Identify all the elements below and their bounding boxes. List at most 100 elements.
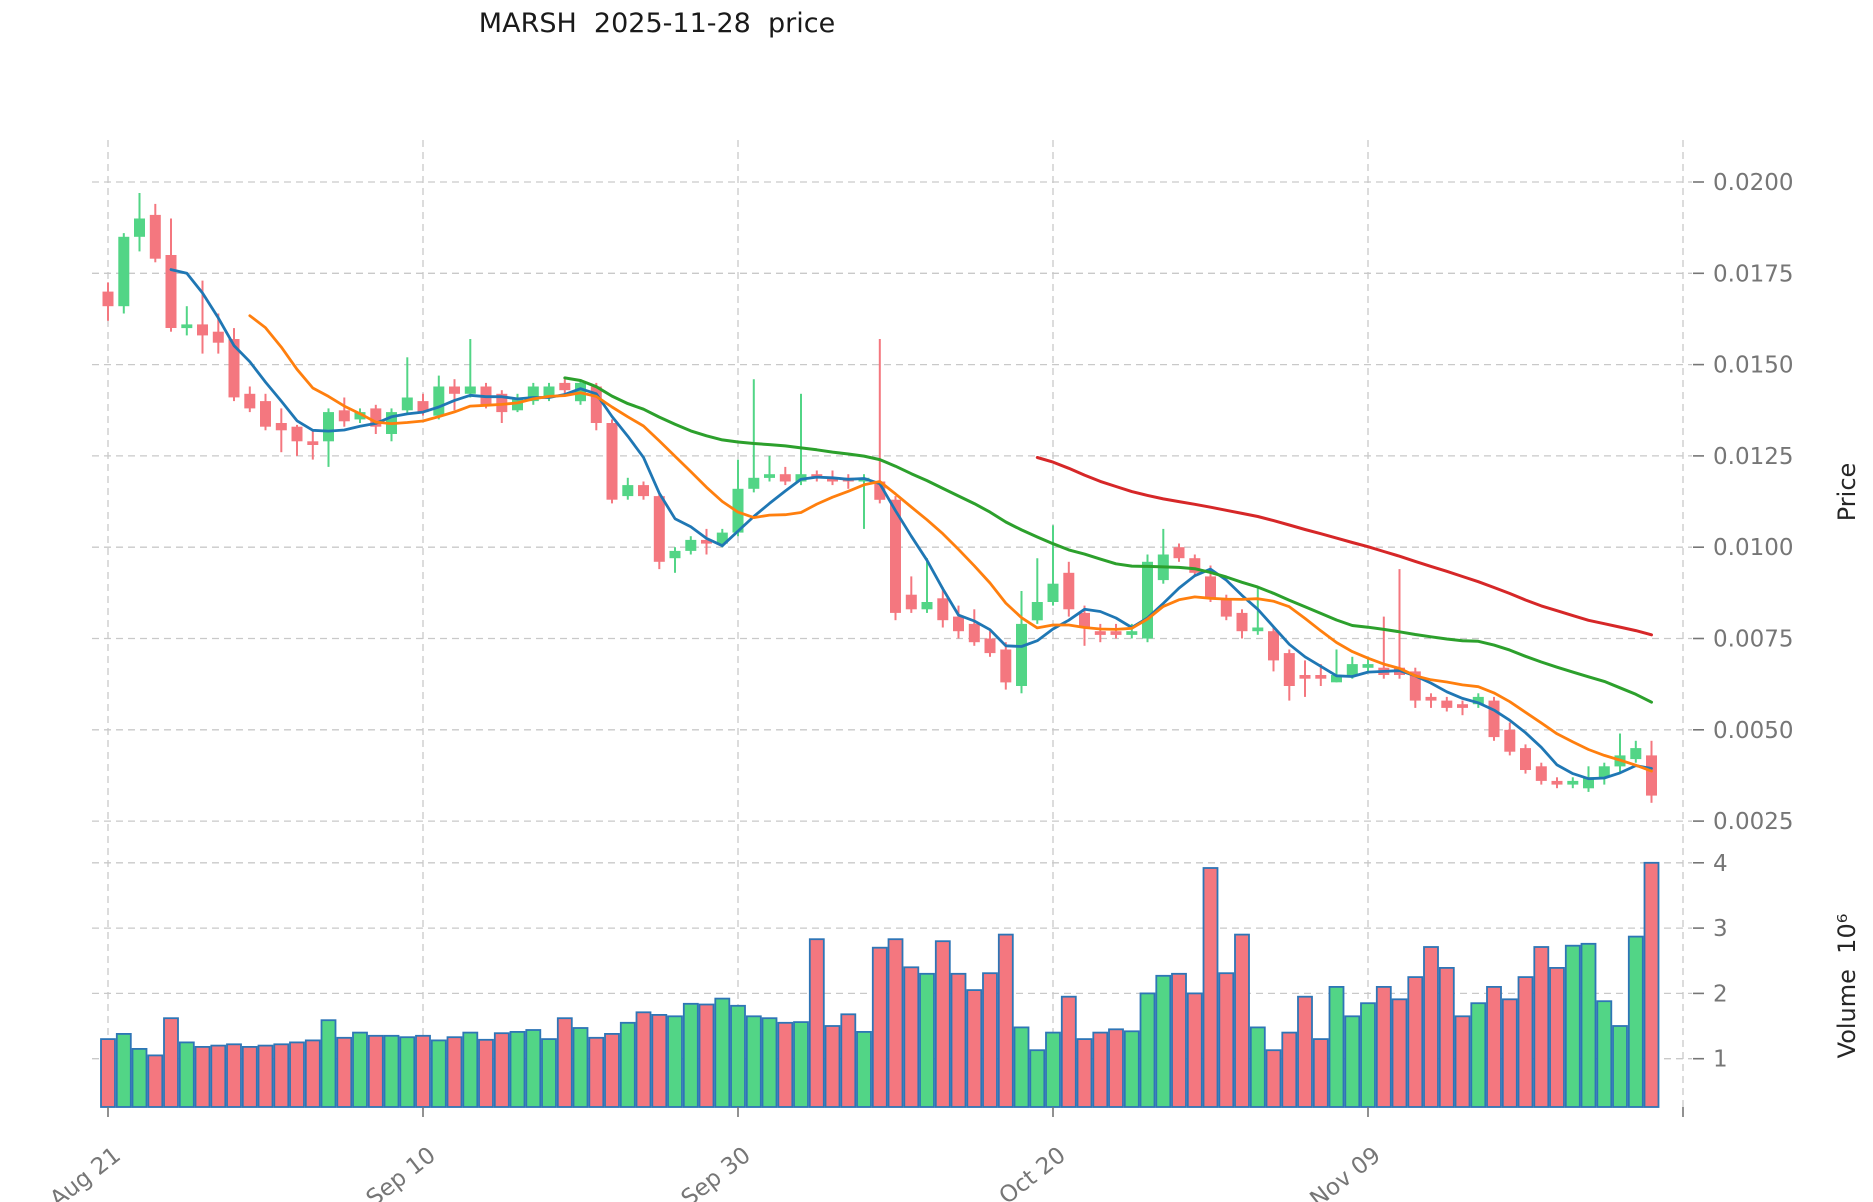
candle-body [1598,766,1610,778]
candle-body [764,474,775,478]
volume-bar [619,1021,636,1108]
candle-body [1520,748,1531,770]
volume-axis-label: Volume 10⁶ [1833,914,1861,1059]
volume-bar [1612,1025,1628,1108]
candle-body [1189,558,1201,573]
candle-body [118,236,130,307]
volume-bar [1375,986,1392,1108]
volume-bar [430,1039,447,1108]
candle-body [685,539,697,551]
candle-body [417,401,429,413]
candle-body [1409,671,1421,701]
candle-body [354,412,366,420]
candle-body [543,386,555,398]
volume-bar [1627,935,1644,1108]
volume-bar [320,1019,337,1108]
candle-body [1031,602,1043,621]
volume-bar [304,1039,321,1108]
volume-bar [1202,867,1219,1108]
volume-bar [1423,946,1439,1108]
price-tick-label: 0.0075 [1713,627,1793,653]
price-tick-label: 0.0025 [1713,809,1793,835]
candle-body [244,393,256,409]
candle-body [401,397,413,411]
candle-body [134,218,145,237]
candle-body [701,539,712,544]
volume-bar [131,1048,148,1108]
candle-body [827,477,838,482]
candle-body [590,386,602,423]
volume-bar [415,1034,431,1108]
volume-bar [934,940,951,1108]
volume-bar [1407,976,1424,1108]
ma-line-ma10 [248,314,1653,773]
volume-tick-label: 2 [1713,981,1728,1007]
volume-bar [352,1031,368,1108]
volume-bar [1643,861,1660,1108]
price-tick-label: 0.0125 [1713,444,1793,470]
candle-body [1425,696,1437,701]
volume-bar [115,1033,132,1108]
candle-body [638,485,649,497]
candle-body [1000,649,1012,683]
candle-body [1236,612,1248,632]
candle-body [779,474,791,482]
volume-bar [588,1036,605,1108]
candle-body [622,485,634,497]
volume-bar [793,1021,809,1108]
candle-body [1016,623,1027,686]
volume-bar [1344,1015,1361,1108]
volume-bar [210,1044,227,1108]
volume-bar [1533,946,1550,1108]
candle-body [102,291,114,307]
candle-body [1535,766,1547,781]
candle-body [212,331,224,343]
candle-body [1457,704,1468,708]
volume-bar [525,1029,542,1108]
price-tick-label: 0.0175 [1713,261,1793,287]
volume-bar [478,1038,494,1108]
candle-body [1472,696,1484,705]
volume-bar [289,1041,305,1108]
candle-body [1173,547,1185,559]
volume-bar [493,1032,510,1108]
volume-bar [840,1013,857,1108]
candle-body [921,602,933,610]
candle-body [433,386,445,416]
volume-bar [1060,995,1077,1108]
candle-body [449,386,460,394]
candle-body [937,598,949,621]
volume-bar [1234,933,1250,1108]
volume-bar [1470,1002,1487,1108]
price-tick-label: 0.0100 [1713,535,1793,561]
candle-body [1126,631,1138,635]
price-tick-label: 0.0050 [1713,718,1793,744]
candle-body [669,550,681,559]
candle-body [1220,598,1232,617]
volume-bar [887,938,904,1108]
chart-title: MARSH 2025-11-28 price [479,8,835,39]
volume-bar [903,966,920,1108]
volume-bar [572,1027,589,1108]
volume-bar [100,1038,116,1108]
volume-panel [100,861,1660,1108]
volume-bar [1186,992,1203,1108]
price-axis-label: Price [1833,463,1861,522]
volume-bar [1108,1028,1124,1108]
volume-bar [919,972,935,1108]
candle-body [1205,576,1216,599]
volume-bar [1501,998,1518,1108]
volume-bar [604,1033,620,1108]
volume-bar [950,972,967,1108]
volume-bar [1265,1049,1282,1108]
candle-body [1630,748,1642,760]
candle-body [149,214,161,259]
volume-bar [824,1025,841,1108]
volume-bar [1454,1015,1471,1108]
candle-body [338,410,350,422]
volume-bar [1328,986,1345,1108]
volume-bar [1029,1049,1046,1108]
volume-bar [1013,1026,1030,1108]
candle-body [1362,664,1374,668]
